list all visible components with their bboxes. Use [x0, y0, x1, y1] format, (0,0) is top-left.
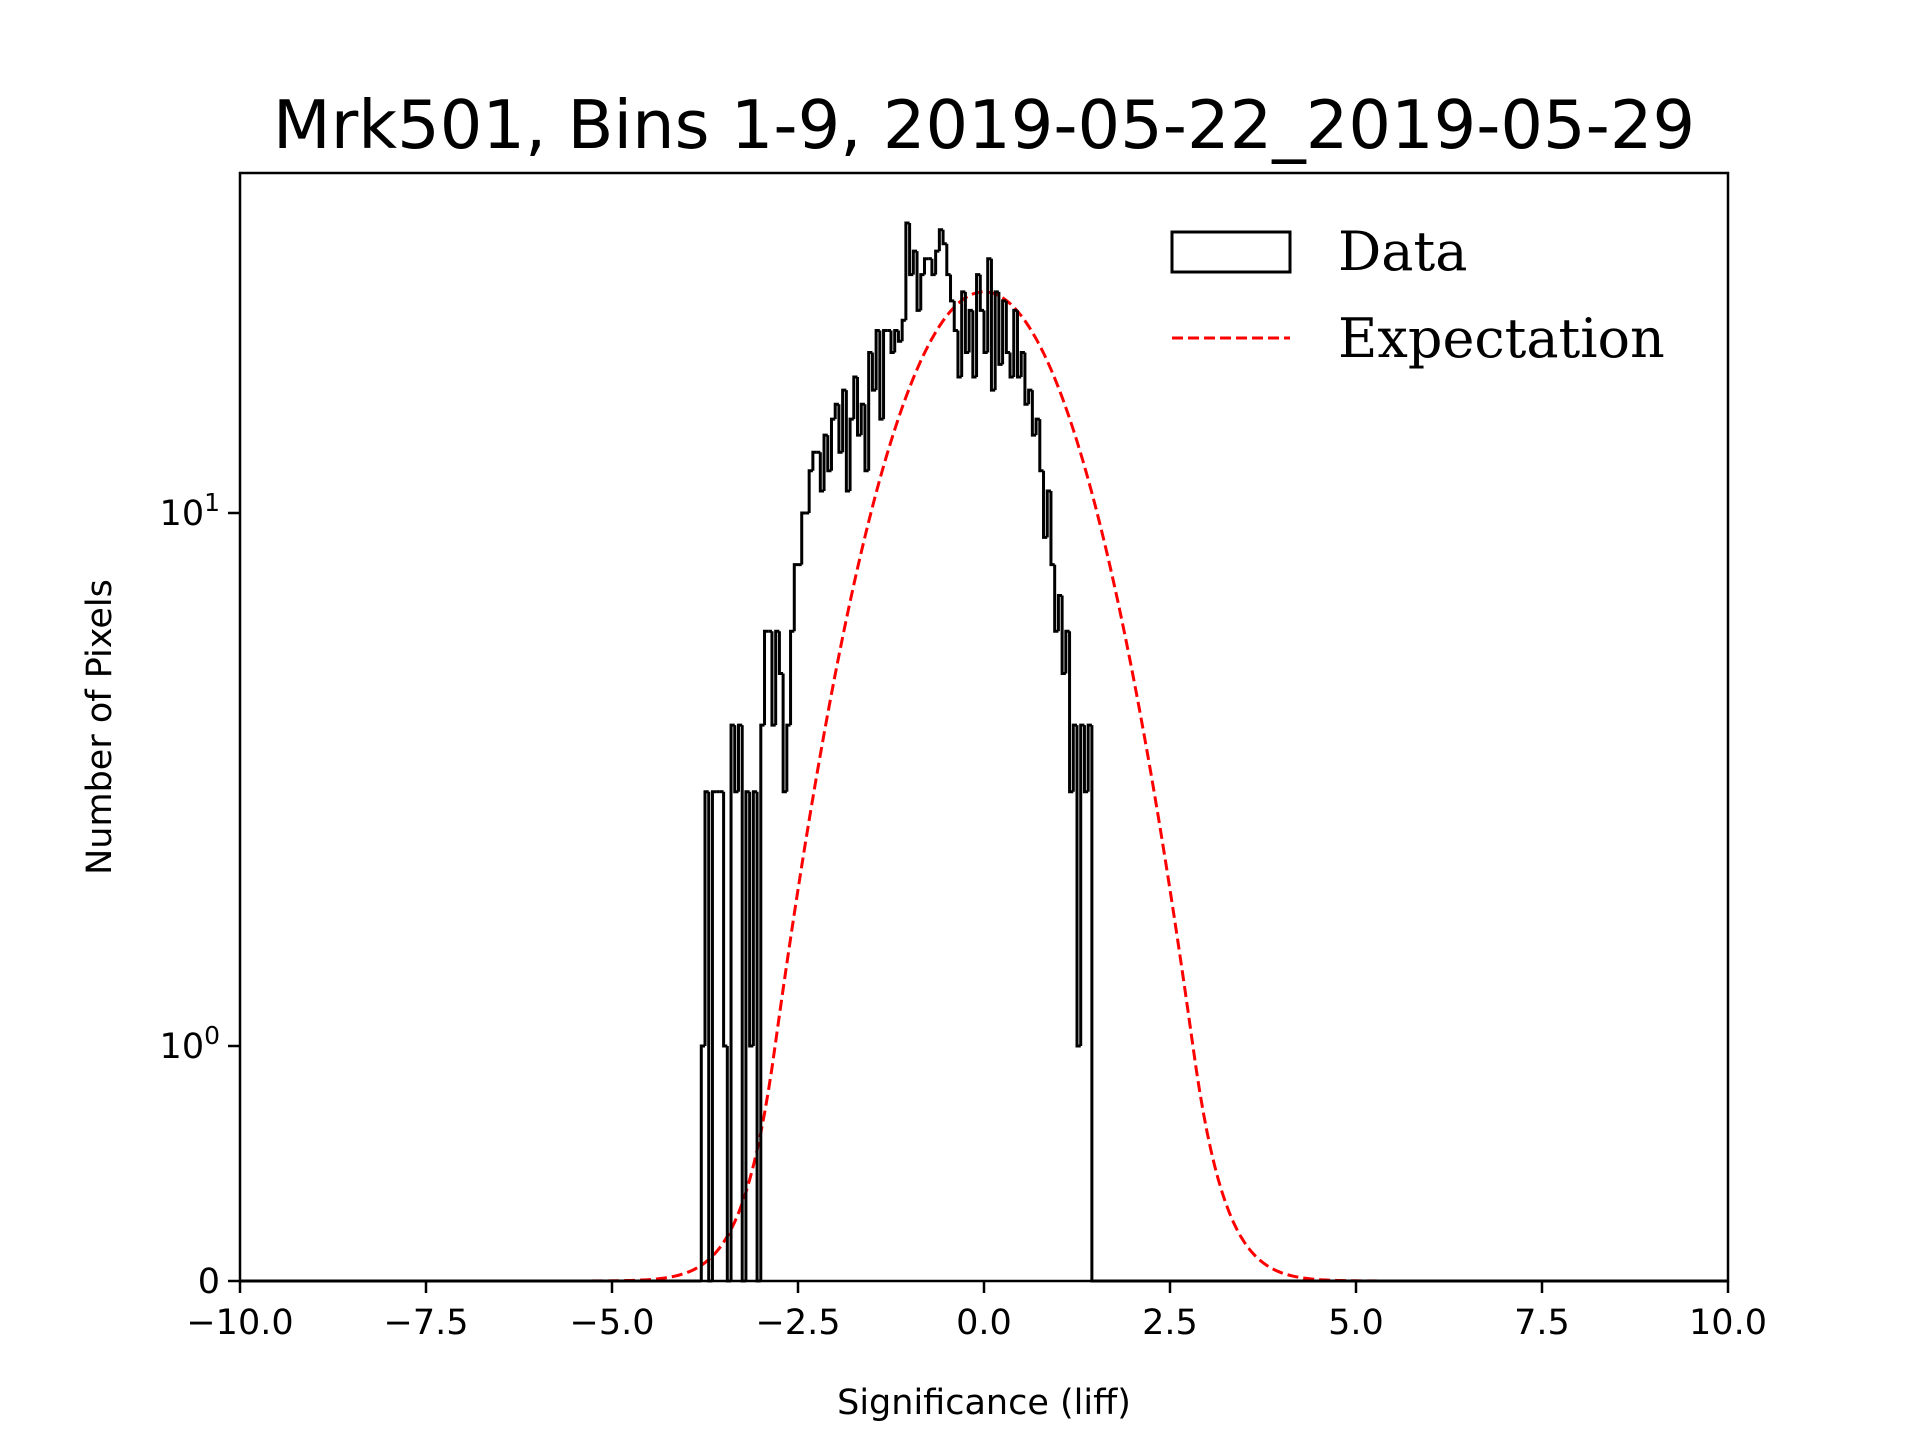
x-tick-label: 0.0 — [956, 1303, 1012, 1343]
legend-expectation-label: Expectation — [1338, 307, 1665, 370]
y-tick-label: 100 — [160, 1021, 220, 1067]
legend-data-label: Data — [1338, 220, 1467, 283]
x-tick-label: 5.0 — [1328, 1303, 1384, 1343]
chart-title: Mrk501, Bins 1-9, 2019-05-22_2019-05-29 — [273, 86, 1695, 164]
plot-area — [238, 171, 1730, 1283]
histogram-bin — [800, 511, 806, 565]
x-tick-label: −2.5 — [756, 1303, 841, 1343]
histogram-bin — [710, 790, 717, 1281]
x-axis-ticks: −10.0 −7.5 −5.0 −2.5 0.0 2.5 5.0 7.5 10.0 — [186, 1281, 1767, 1343]
x-tick-label: −7.5 — [384, 1303, 469, 1343]
x-tick-label: −5.0 — [570, 1303, 655, 1343]
histogram-bin — [811, 450, 817, 471]
y-axis-label: Number of Pixels — [80, 579, 120, 875]
histogram-bin — [792, 563, 798, 632]
x-tick-label: 7.5 — [1514, 1303, 1570, 1343]
histogram-bin — [882, 328, 888, 420]
legend: Data Expectation — [1170, 220, 1665, 370]
y-tick-label: 0 — [198, 1262, 220, 1302]
x-tick-label: 10.0 — [1689, 1303, 1767, 1343]
x-tick-label: −10.0 — [186, 1303, 293, 1343]
y-axis-ticks: 0 100 101 — [160, 488, 240, 1302]
histogram-bin — [922, 257, 929, 275]
axes-background — [240, 173, 1728, 1281]
x-axis-label: Significance (liff) — [837, 1383, 1131, 1423]
histogram-bin — [763, 629, 769, 726]
y-tick-label: 101 — [160, 488, 220, 534]
legend-data-swatch — [1170, 230, 1292, 274]
x-tick-label: 2.5 — [1142, 1303, 1198, 1343]
